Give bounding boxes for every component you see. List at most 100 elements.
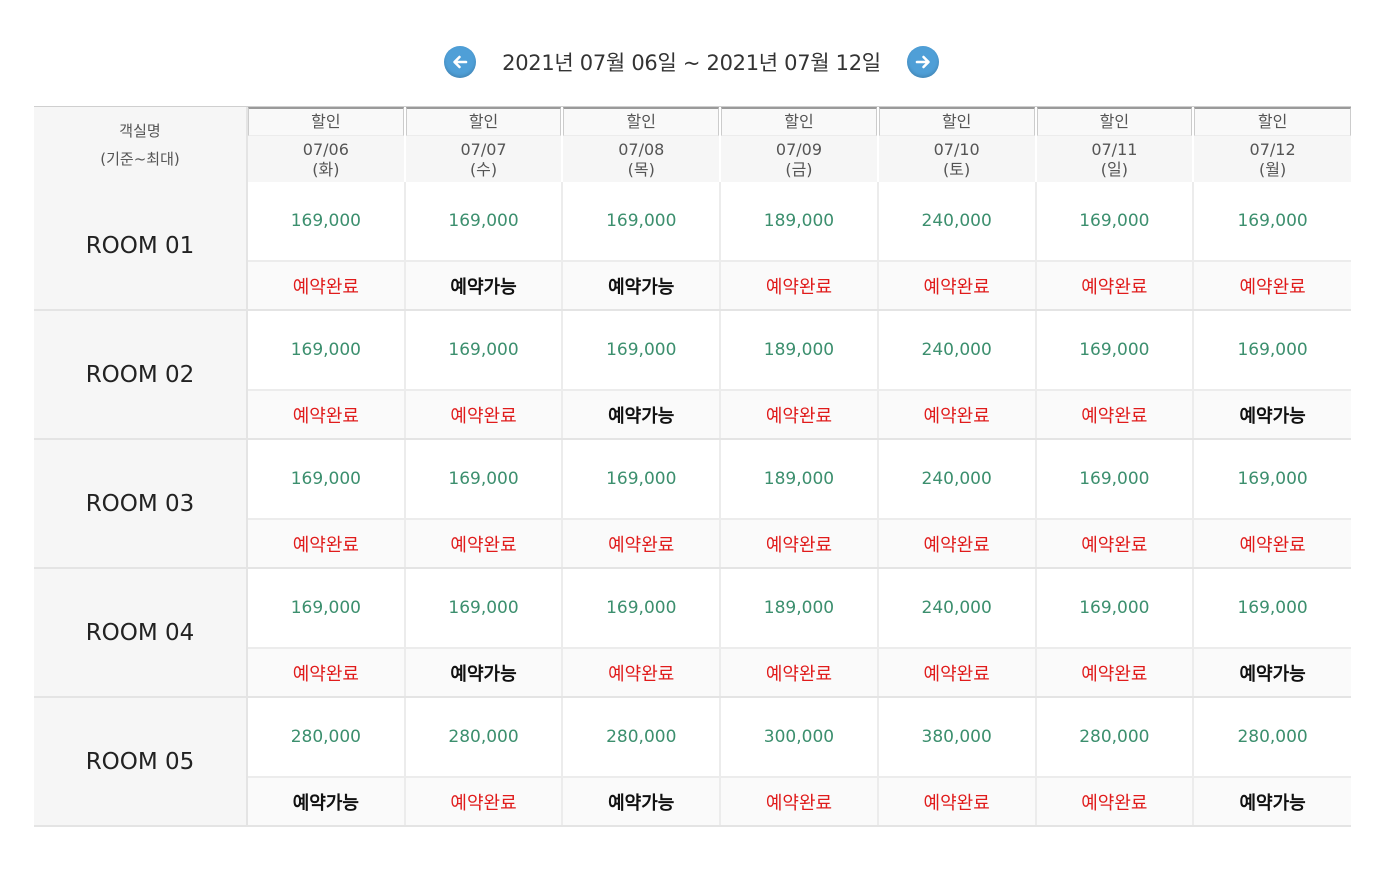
reserved-status: 예약완료 [403,519,563,569]
day-header: 할인 07/10 (토) [876,107,1036,182]
table-header-row: 객실명 (기준~최대) 할인 07/06 (화) 할인 07/07 (수) 할인 07/08(… [34,107,1351,182]
next-week-button[interactable] [906,46,939,78]
room-rate-table: 객실명 (기준~최대) 할인 07/06 (화) 할인 07/07 (수) 할인 07/08(… [34,107,1351,827]
reserved-status: 예약완료 [876,777,1036,827]
reserved-status: 예약완료 [876,261,1036,311]
reserved-status: 예약완료 [1034,648,1194,698]
room-price: 169,000 [246,310,405,391]
weekday-text: (금) [785,160,813,179]
room-status-row: 예약완료 예약완료 예약완료 예약완료 예약완료 예약완료 예약완료 [34,519,1351,569]
room-price: 169,000 [1192,310,1351,391]
reserved-status: 예약완료 [246,390,405,440]
room-price: 169,000 [1034,568,1194,649]
reserved-status: 예약완료 [246,519,405,569]
reserved-status: 예약완료 [719,519,878,569]
reserved-status: 예약완료 [403,777,563,827]
discount-label: 할인 [405,107,562,136]
reserve-available-link[interactable]: 예약가능 [246,777,405,827]
room-price: 280,000 [403,697,563,778]
reserve-available-link[interactable]: 예약가능 [561,390,721,440]
room-price: 169,000 [561,310,721,391]
reserve-available-link[interactable]: 예약가능 [561,777,721,827]
room-price: 280,000 [1192,697,1351,778]
day-date: 07/09 (금) [721,136,877,182]
room-price: 240,000 [876,310,1036,391]
prev-week-button[interactable] [444,46,477,78]
discount-label: 할인 [1036,107,1193,136]
reserve-available-link[interactable]: 예약가능 [403,261,563,311]
room-price: 380,000 [876,697,1036,778]
room-price-row: ROOM 05 280,000 280,000 280,000 300,000 380,0… [34,697,1351,827]
reserved-status: 예약완료 [1034,777,1194,827]
room-price: 189,000 [719,182,878,262]
room-price: 169,000 [403,439,563,520]
room-status-row: 예약완료 예약가능 예약가능 예약완료 예약완료 예약완료 예약완료 [34,261,1351,311]
room-status-row: 예약완료 예약완료 예약가능 예약완료 예약완료 예약완료 예약가능 [34,390,1351,440]
weekday-text: (일) [1100,160,1128,179]
room-price: 169,000 [1192,568,1351,649]
date-text: 07/07 [460,140,507,159]
date-text: 07/12 [1249,140,1296,159]
day-date: 07/08 (목) [563,136,719,182]
date-range-text: 2021년 07월 06일 ~ 2021년 07월 12일 [502,51,881,75]
reserve-available-link[interactable]: 예약가능 [1192,390,1351,440]
weekday-text: (화) [312,160,340,179]
room-price: 189,000 [719,568,878,649]
date-text: 07/08 [618,140,665,159]
reserved-status: 예약완료 [719,390,878,440]
room-price: 280,000 [246,697,405,778]
day-date: 07/10 (토) [879,136,1035,182]
day-date: 07/11 (일) [1037,136,1193,182]
room-price: 169,000 [1034,182,1194,262]
arrow-right-icon [915,55,930,69]
date-text: 07/11 [1091,140,1138,159]
reserved-status: 예약완료 [246,648,405,698]
discount-label: 할인 [248,107,404,136]
room-price: 189,000 [719,310,878,391]
room-price-row: ROOM 03 169,000 169,000 169,000 189,000 240,0… [34,439,1351,569]
room-price: 169,000 [1192,439,1351,520]
reserve-available-link[interactable]: 예약가능 [1192,648,1351,698]
room-price: 169,000 [246,439,405,520]
room-price: 169,000 [1034,439,1194,520]
room-price: 280,000 [1034,697,1194,778]
reserved-status: 예약완료 [876,390,1036,440]
reserve-available-link[interactable]: 예약가능 [1192,777,1351,827]
room-name: ROOM 01 [34,182,248,311]
reserved-status: 예약완료 [719,261,878,311]
room-name: ROOM 04 [34,568,248,698]
discount-label: 할인 [1194,107,1351,136]
room-status-row: 예약가능 예약완료 예약가능 예약완료 예약완료 예약완료 예약가능 [34,777,1351,827]
arrow-left-icon [453,55,468,69]
room-status-row: 예약완료 예약가능 예약완료 예약완료 예약완료 예약완료 예약가능 [34,648,1351,698]
day-header: 할인 07/07 (수) [403,107,563,182]
weekday-text: (토) [943,160,971,179]
room-price: 169,000 [1034,310,1194,391]
room-price: 240,000 [876,182,1036,262]
room-price: 240,000 [876,439,1036,520]
room-price: 169,000 [1192,182,1351,262]
room-name: ROOM 05 [34,697,248,827]
reserved-status: 예약완료 [719,777,878,827]
room-price: 169,000 [403,182,563,262]
room-price: 169,000 [403,568,563,649]
room-price: 189,000 [719,439,878,520]
day-date: 07/06 (화) [248,136,404,182]
room-name: ROOM 03 [34,439,248,569]
room-price: 169,000 [246,568,405,649]
room-price: 300,000 [719,697,878,778]
discount-label: 할인 [563,107,720,136]
room-column-title: 객실명 [119,121,161,140]
room-table-body: ROOM 01 169,000 169,000 169,000 189,000 240,0… [34,182,1351,827]
room-price: 240,000 [876,568,1036,649]
reserve-available-link[interactable]: 예약가능 [561,261,721,311]
reserved-status: 예약완료 [1192,519,1351,569]
weekday-text: (목) [627,160,655,179]
room-price-row: ROOM 04 169,000 169,000 169,000 189,000 240,0… [34,568,1351,698]
room-price-row: ROOM 01 169,000 169,000 169,000 189,000 240,0… [34,182,1351,311]
reserved-status: 예약완료 [561,648,721,698]
room-price: 169,000 [561,182,721,262]
reserve-available-link[interactable]: 예약가능 [403,648,563,698]
day-header: 할인 07/09 (금) [719,107,878,182]
